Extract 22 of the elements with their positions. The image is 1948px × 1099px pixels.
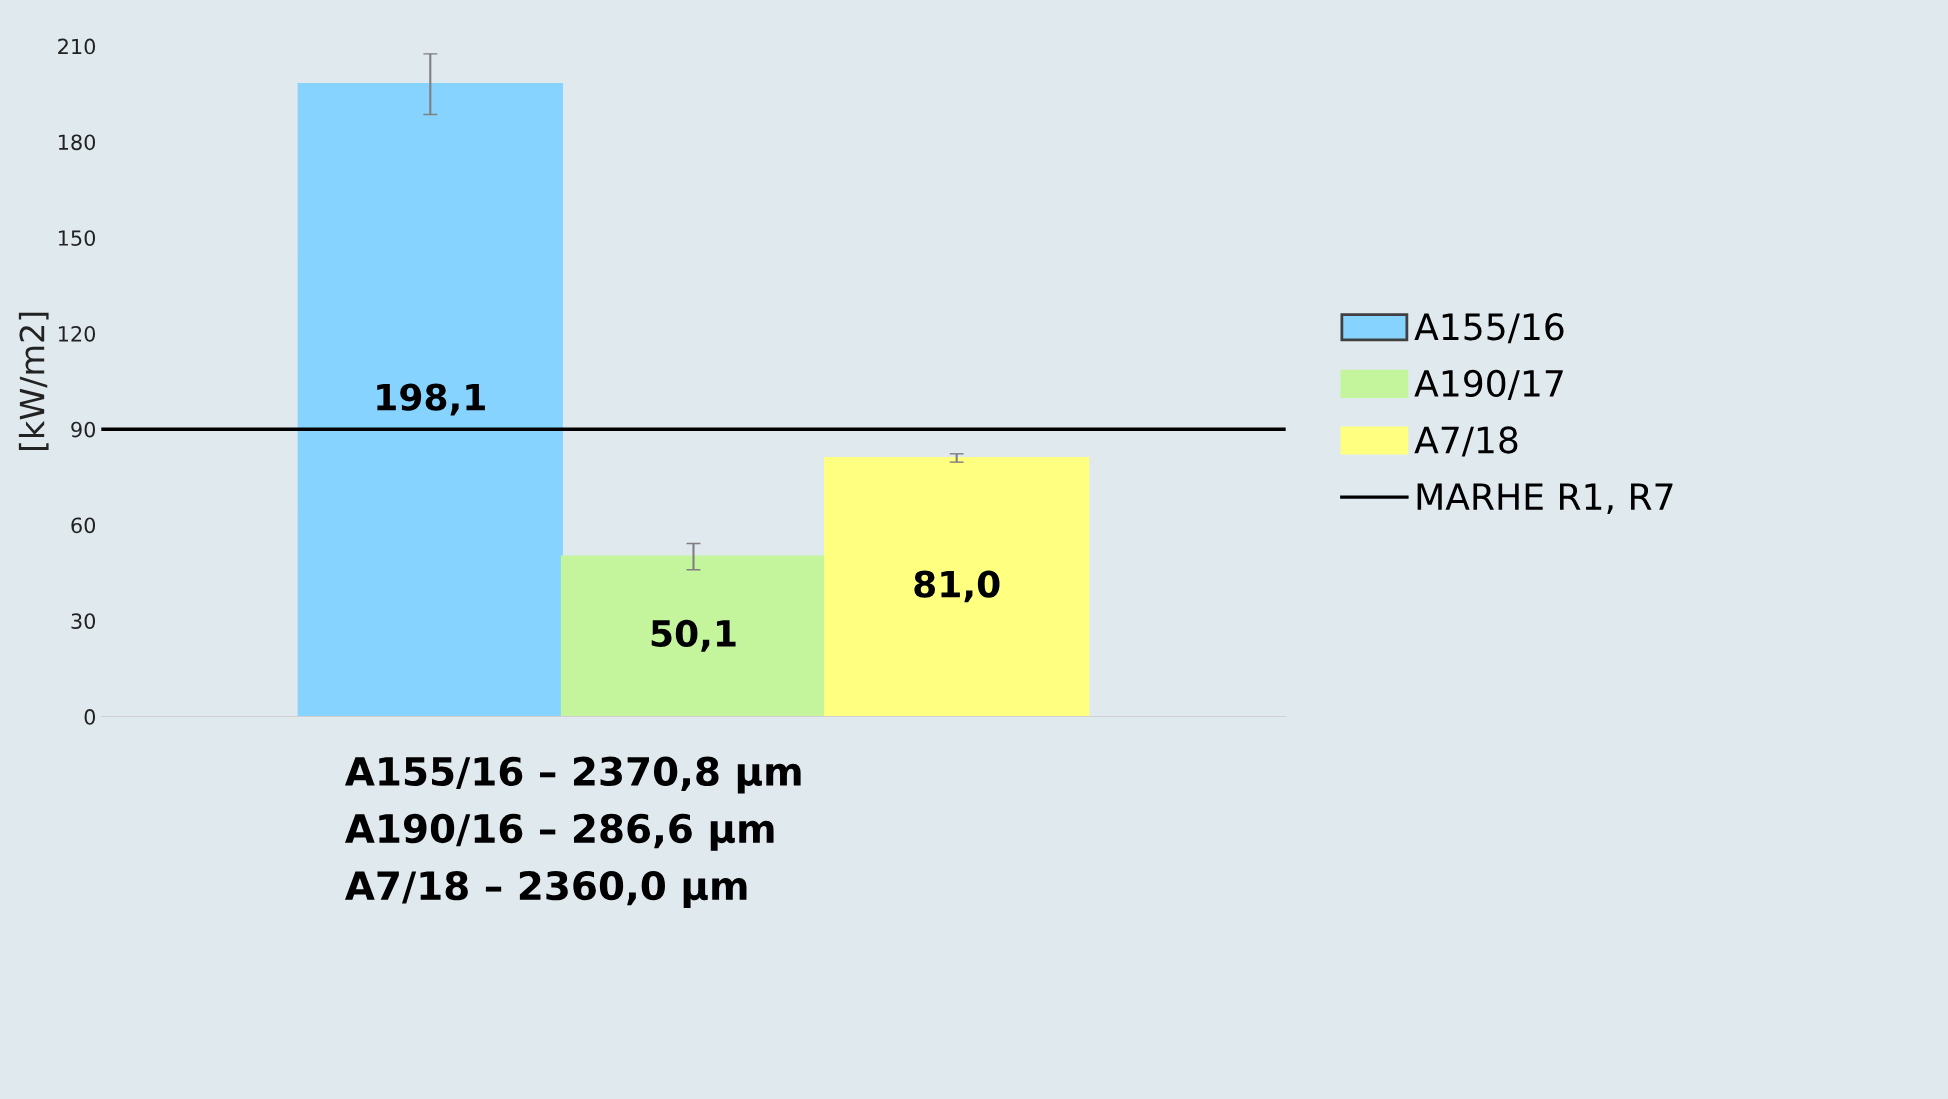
- legend-label: A7/18: [1414, 426, 1518, 457]
- data-label: 50,1: [651, 619, 736, 652]
- text: A190/16 – 286,6 µm: [344, 813, 774, 851]
- text: A155/16 – 2370,8 µm: [344, 756, 801, 794]
- bar: [824, 456, 1090, 717]
- y-tick-label: 210: [58, 38, 96, 55]
- y-axis-title: [kW/m2]: [18, 312, 49, 451]
- data-label: 198,1: [377, 383, 485, 416]
- data-label: 81,0: [914, 570, 1000, 603]
- y-tick-label: 120: [58, 325, 96, 342]
- y-tick-label: 30: [71, 613, 96, 629]
- y-tick-label: 90: [71, 421, 96, 438]
- y-tick-label: 150: [58, 230, 96, 246]
- y-tick-label: 60: [71, 517, 96, 534]
- y-tick-label: 0: [84, 709, 96, 725]
- bar: [560, 555, 827, 717]
- legend-label: MARHE R1, R7: [1417, 483, 1673, 514]
- legend-label: A155/16: [1414, 313, 1564, 344]
- legend-label: A190/17: [1414, 369, 1563, 400]
- bar: [297, 83, 563, 717]
- y-tick-label: 180: [58, 134, 96, 151]
- text: A7/18 – 2360,0 µm: [344, 870, 747, 908]
